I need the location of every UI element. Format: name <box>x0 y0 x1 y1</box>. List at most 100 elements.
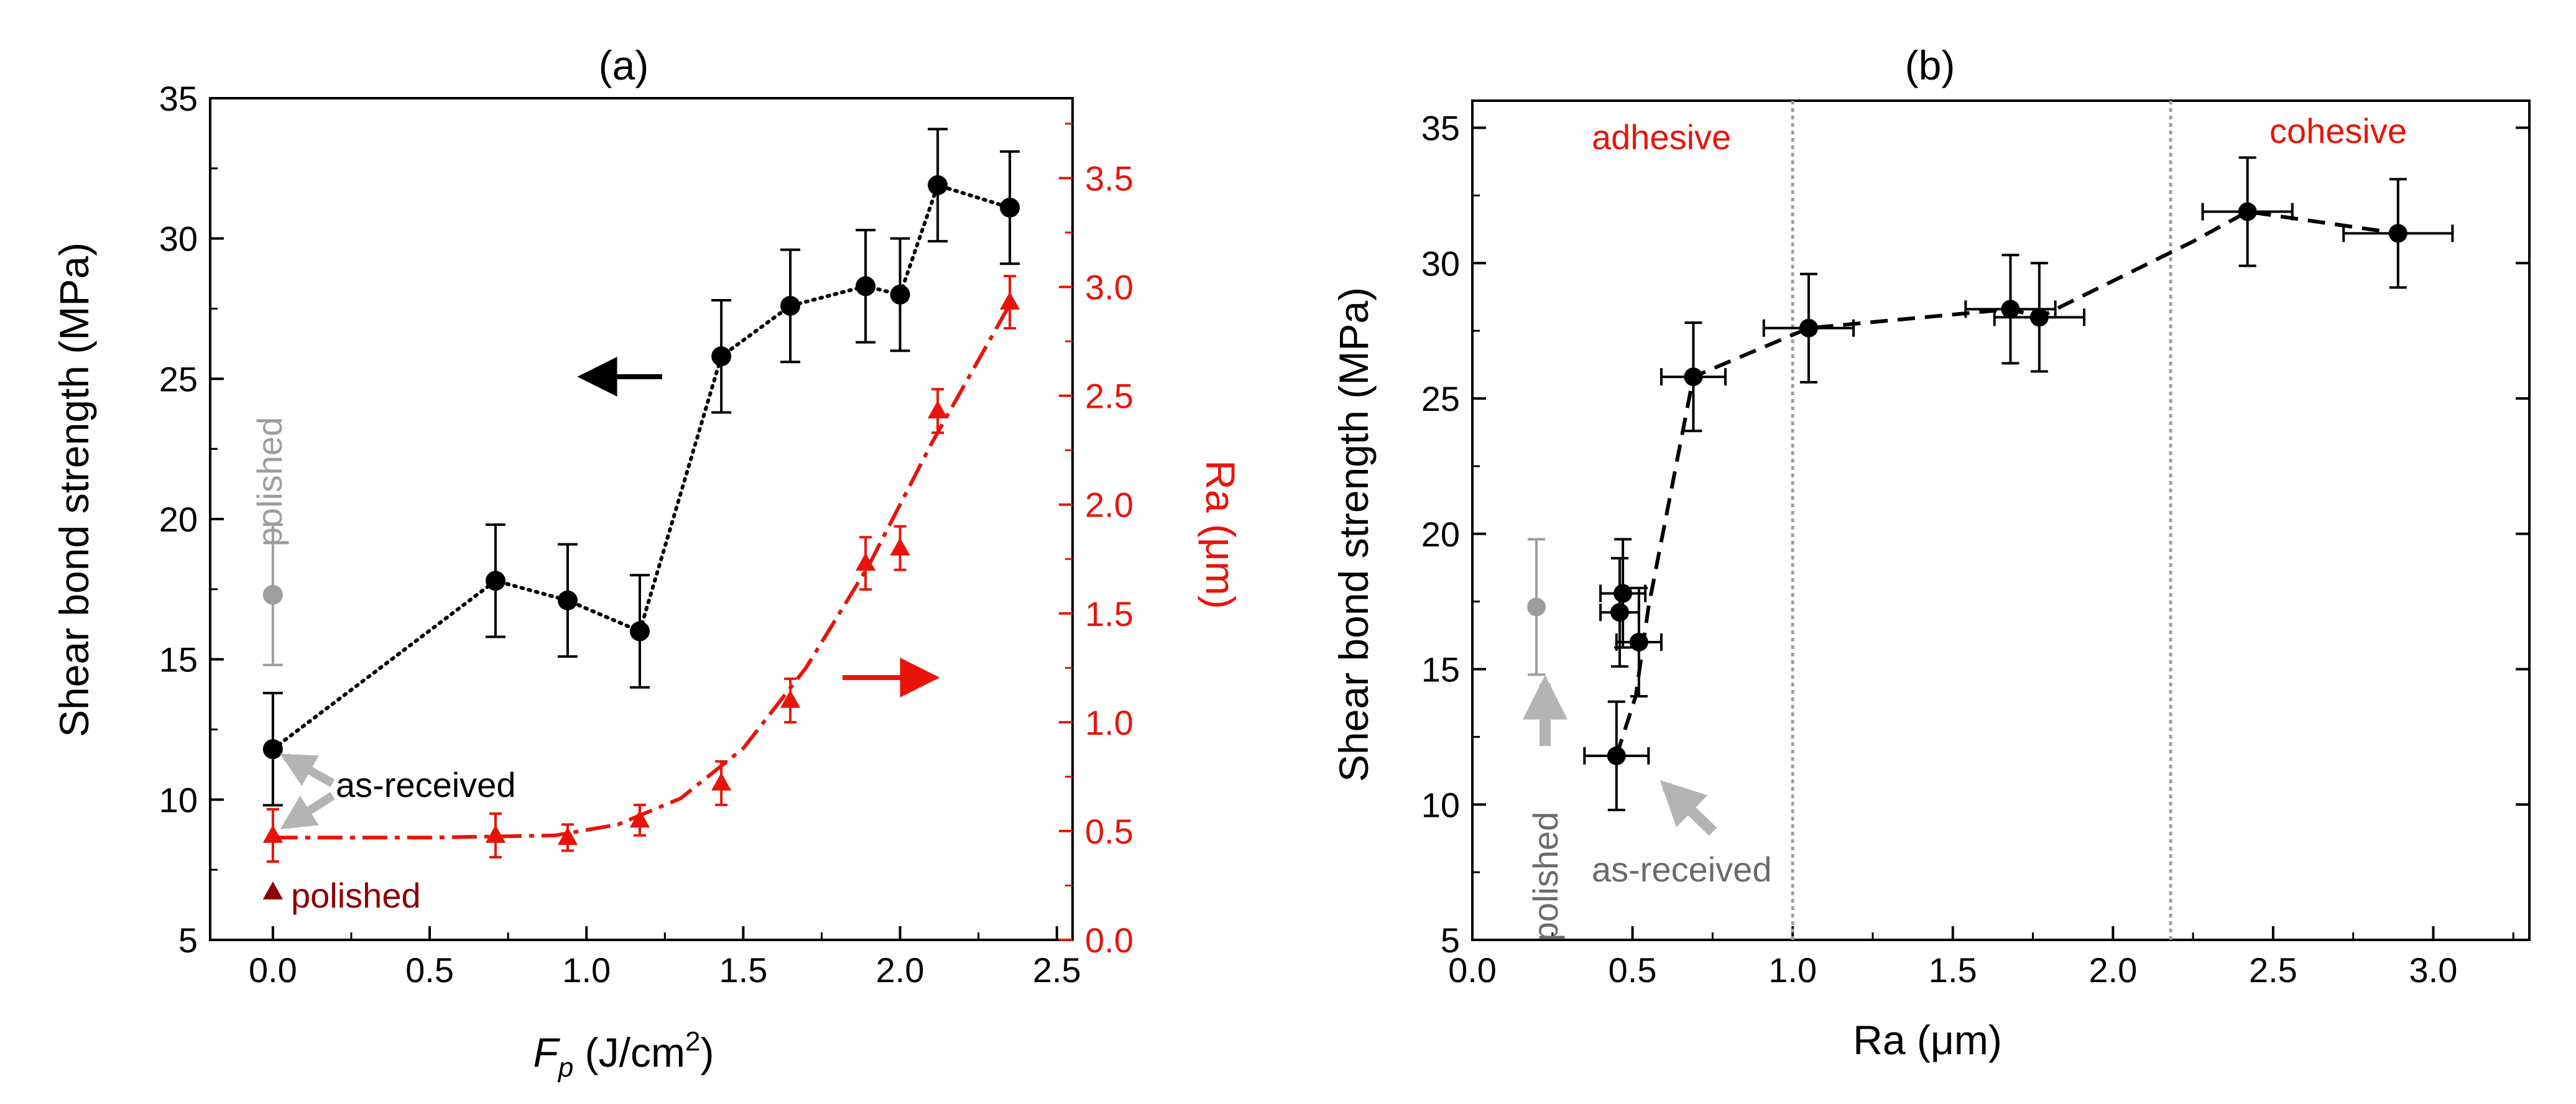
shear-dotted-line <box>270 183 1012 752</box>
trend-dashed-line <box>1614 209 2399 757</box>
data-point <box>485 824 506 843</box>
y2-tick-label: 2.5 <box>1085 377 1133 416</box>
x-label-sub: p <box>557 1052 573 1083</box>
polished-label-vertical: polished <box>250 417 289 547</box>
y-tick-label: 20 <box>1421 515 1460 554</box>
x-label-f: F <box>533 1029 561 1075</box>
x-tick-label: 0.5 <box>405 950 454 990</box>
data-point <box>780 295 801 316</box>
data-point <box>856 276 876 297</box>
x-tick-label: 2.5 <box>1033 950 1081 990</box>
data-point <box>780 689 801 708</box>
x-tick-label: 0.0 <box>249 950 297 990</box>
as-received-arrow-icon-2 <box>280 792 335 830</box>
x-tick-label: 2.0 <box>2089 950 2137 990</box>
data-point <box>855 553 876 571</box>
data-point <box>557 827 578 845</box>
panel-a-lines <box>270 183 1012 840</box>
data-point <box>927 400 948 419</box>
y-tick-label: 35 <box>1421 109 1460 148</box>
panel-b-lines <box>1614 209 2399 757</box>
data-point <box>629 809 650 828</box>
data-point <box>262 824 284 843</box>
data-point <box>1000 198 1020 218</box>
as-received-arrow-icon <box>280 753 335 788</box>
data-point <box>1607 746 1626 765</box>
panel-a-title: (a) <box>599 42 649 88</box>
y2-tick-label: 2.0 <box>1085 485 1133 525</box>
data-point <box>1613 584 1633 603</box>
data-point <box>890 537 910 556</box>
x-tick-label: 1.5 <box>719 950 767 990</box>
data-point <box>1629 632 1648 651</box>
y-tick-label: 5 <box>178 921 198 960</box>
data-point <box>2238 202 2257 221</box>
polished-label-bottom: polished <box>291 876 421 915</box>
panel-b-y-label: Shear bond strength (MPa) <box>1331 287 1377 782</box>
x-tick-label: 0.5 <box>1609 950 1657 990</box>
x-label-close: ) <box>700 1029 714 1075</box>
y2-tick-label: 0.5 <box>1085 812 1133 851</box>
panel-a-axes: 0.0 0.5 1.0 1.5 2.0 2.5 5 10 15 20 25 30 35 0.0 0.5 1.0… <box>159 79 1133 990</box>
x-tick-label: 1.5 <box>1929 950 1977 990</box>
panel-a: (a) 0.0 0.5 1.0 1.5 2.0 2.551015202530350.00.… <box>51 42 1244 1083</box>
data-point <box>262 584 283 605</box>
y-tick-label: 15 <box>159 640 198 679</box>
y2-tick-label: 3.5 <box>1085 159 1133 198</box>
data-point <box>711 346 732 367</box>
y2-tick-label: 1.0 <box>1085 703 1133 742</box>
x-tick-label: 2.0 <box>876 950 925 990</box>
panel-b: (b) 0.0 0.5 1.0 1.5 2.0 2.5 3.0 5 10 15 20 25 30 35 S… <box>1331 42 2531 1063</box>
y-tick-label: 10 <box>1421 785 1460 824</box>
y-tick-label: 5 <box>1441 921 1460 960</box>
y-tick-label: 30 <box>159 219 198 259</box>
y2-tick-label: 1.5 <box>1085 594 1133 633</box>
y-tick-label: 30 <box>1421 244 1460 283</box>
x-label-unit: (J/cm <box>573 1029 685 1075</box>
data-point <box>890 284 910 305</box>
data-point <box>711 772 732 791</box>
data-point <box>629 621 650 642</box>
y-tick-label: 25 <box>159 359 198 398</box>
as-received-arrow-icon-b <box>1660 780 1717 836</box>
panel-a-y2-label: Ra (μm) <box>1198 460 1244 609</box>
panel-b-frame <box>1471 99 2531 941</box>
polished-label-b: polished <box>1526 812 1565 942</box>
data-point <box>2388 224 2407 243</box>
y2-tick-label: 0.0 <box>1085 921 1133 960</box>
x-tick-label: 1.0 <box>562 950 611 990</box>
x-tick-label: 2.5 <box>2249 950 2297 990</box>
data-point <box>1527 597 1546 617</box>
data-point <box>1610 603 1629 622</box>
y-tick-label: 15 <box>1421 650 1460 689</box>
panel-b-x-label: Ra (μm) <box>1853 1017 2002 1063</box>
cohesive-label: cohesive <box>2269 111 2407 150</box>
ra-dashdot-line <box>272 303 1012 840</box>
panel-a-y-label: Shear bond strength (MPa) <box>51 242 97 737</box>
data-point <box>999 292 1020 310</box>
x-tick-label: 3.0 <box>2409 950 2458 990</box>
panel-b-axes: 0.0 0.5 1.0 1.5 2.0 2.5 3.0 5 10 15 20 25 30 35 <box>1421 99 2531 990</box>
data-point <box>262 881 284 899</box>
adhesive-label: adhesive <box>1592 117 1731 157</box>
data-point <box>1684 367 1703 387</box>
data-point <box>1799 318 1818 338</box>
y2-tick-label: 3.0 <box>1085 268 1133 307</box>
y-tick-label: 35 <box>159 79 198 118</box>
as-received-label: as-received <box>336 765 515 804</box>
x-tick-label: 0.0 <box>1448 950 1497 990</box>
data-point <box>485 571 506 591</box>
y-tick-label: 25 <box>1421 379 1460 418</box>
y-tick-label: 20 <box>159 500 198 539</box>
x-label-sup: 2 <box>685 1026 700 1057</box>
data-point <box>2029 308 2049 327</box>
data-point <box>2001 300 2020 319</box>
panel-b-title: (b) <box>1905 42 1955 88</box>
data-point <box>557 590 578 610</box>
x-tick-label: 1.0 <box>1768 950 1817 990</box>
panel-a-x-label: Fp (J/cm2) <box>533 1026 714 1083</box>
as-received-label-b: as-received <box>1592 850 1771 889</box>
data-point <box>262 739 283 760</box>
panel-b-marks <box>1527 156 2454 811</box>
